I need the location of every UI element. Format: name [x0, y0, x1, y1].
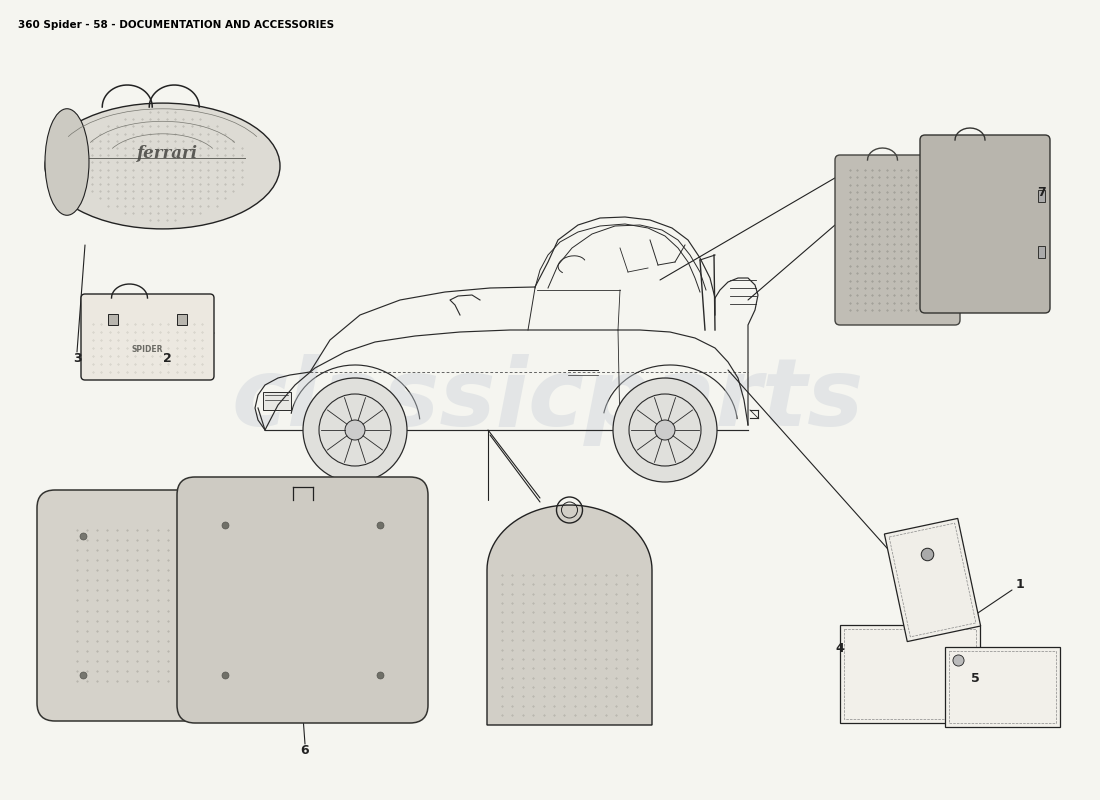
Bar [1038, 190, 1045, 202]
Polygon shape [884, 518, 980, 642]
FancyBboxPatch shape [920, 135, 1050, 313]
Bar [1038, 246, 1045, 258]
FancyBboxPatch shape [177, 477, 428, 723]
Circle shape [302, 378, 407, 482]
Ellipse shape [45, 103, 280, 229]
Ellipse shape [45, 109, 89, 215]
Text: 2: 2 [163, 351, 172, 365]
Bar [108, 314, 118, 325]
Text: 360 Spider - 58 - DOCUMENTATION AND ACCESSORIES: 360 Spider - 58 - DOCUMENTATION AND ACCE… [18, 20, 334, 30]
Bar [263, 392, 292, 410]
Circle shape [345, 420, 365, 440]
Bar [840, 625, 980, 723]
Text: 3: 3 [73, 351, 81, 365]
Bar [844, 629, 976, 719]
Text: classicparts: classicparts [232, 354, 865, 446]
FancyBboxPatch shape [835, 155, 960, 325]
Bar [949, 651, 1056, 723]
Bar [945, 647, 1060, 727]
Text: 6: 6 [300, 743, 309, 757]
Text: 5: 5 [970, 671, 979, 685]
FancyBboxPatch shape [37, 490, 268, 721]
Polygon shape [487, 505, 652, 725]
Text: 7: 7 [1037, 186, 1046, 198]
FancyBboxPatch shape [81, 294, 214, 380]
Bar [177, 314, 187, 325]
Text: 4: 4 [836, 642, 845, 654]
Circle shape [654, 420, 675, 440]
Text: ferrari: ferrari [136, 146, 198, 162]
Text: 1: 1 [1015, 578, 1024, 591]
Circle shape [613, 378, 717, 482]
Text: SPIDER: SPIDER [132, 346, 163, 354]
